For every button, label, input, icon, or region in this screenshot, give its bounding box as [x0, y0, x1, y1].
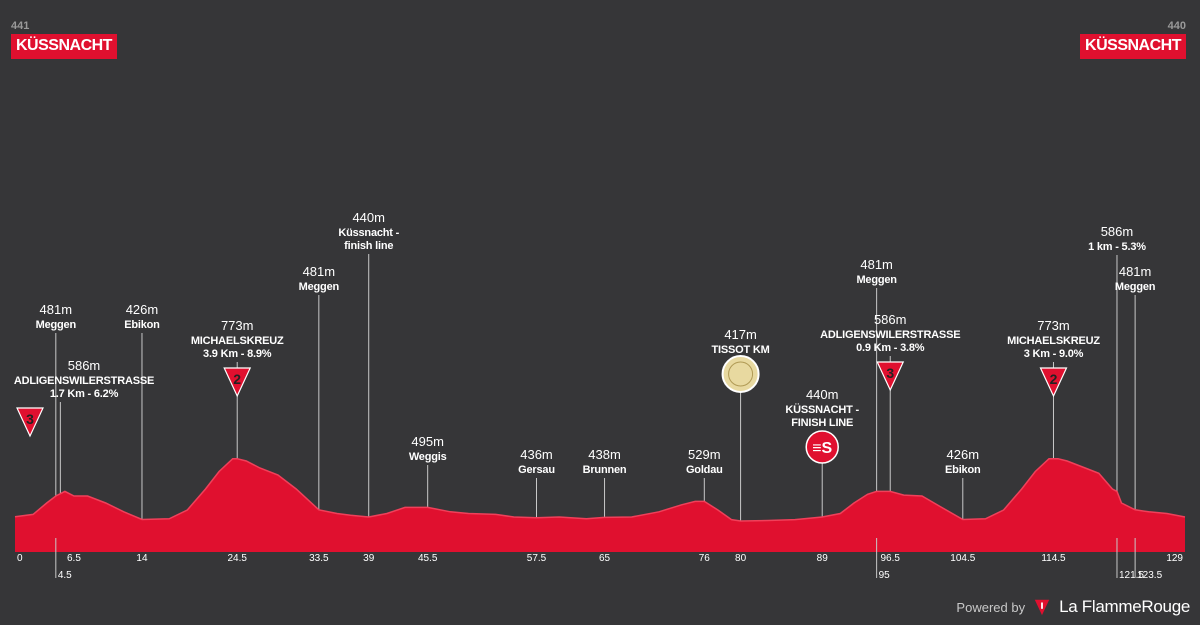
marker-label-11-0: KÜSSNACHT - [785, 403, 859, 416]
climb-triangle [1039, 367, 1068, 398]
marker-label-0-1: 1.7 Km - 6.2% [50, 388, 119, 400]
finish-altitude: 440 [1167, 20, 1186, 32]
marker-label-13-0: ADLIGENSWILERSTRASSE [820, 329, 960, 341]
marker-altitude-11: 440m [806, 387, 839, 402]
marker-label-2-0: Ebikon [124, 319, 160, 331]
distance-tick-15: 104.5 [950, 553, 975, 564]
marker-label-12-0: Meggen [856, 274, 897, 286]
marker-label-0-0: ADLIGENSWILERSTRASSE [14, 375, 154, 387]
marker-altitude-0: 586m [68, 358, 101, 373]
marker-label-3-0: MICHAELSKREUZ [191, 335, 284, 347]
finish-name: KÜSSNACHT [1080, 34, 1186, 59]
footer: Powered by La FlammeRouge [956, 597, 1190, 617]
distance-tick-6: 39 [363, 553, 375, 564]
marker-altitude-12: 481m [860, 257, 893, 272]
start-altitude: 441 [11, 20, 30, 32]
distance-tick-9: 65 [599, 553, 611, 564]
climb-triangle [16, 407, 44, 438]
distance-tick-0: 0 [17, 553, 23, 564]
distance-tick-18: 123.5 [1137, 570, 1162, 581]
distance-tick-8: 57.5 [527, 553, 547, 564]
distance-tick-16: 114.5 [1041, 553, 1066, 564]
powered-by-text: Powered by [956, 599, 1026, 615]
marker-label-17-0: Meggen [1115, 281, 1156, 293]
marker-label-4-0: Meggen [299, 281, 340, 293]
marker-label-15-0: MICHAELSKREUZ [1007, 335, 1100, 347]
marker-altitude-16: 586m [1101, 224, 1134, 239]
start-name: KÜSSNACHT [11, 34, 117, 59]
climb-category-label: 3 [26, 411, 34, 427]
golden-km-badge-icon [721, 355, 760, 393]
distance-tick-10: 76 [699, 553, 711, 564]
climb-category-3-icon: 3 [16, 407, 44, 438]
climb-category-label: 3 [886, 365, 894, 381]
distance-tick-17: 121.5 [1119, 570, 1144, 581]
distance-tick-19: 129 [1166, 553, 1183, 564]
distance-tick-12: 89 [817, 553, 829, 564]
marker-label-3-1: 3.9 Km - 8.9% [203, 348, 272, 360]
marker-label-10-0: TISSOT KM [712, 344, 770, 356]
marker-altitude-10: 417m [724, 327, 757, 342]
climb-category-2-icon: 2 [223, 367, 252, 398]
sprint-finish-icon: ≡S [805, 430, 839, 464]
marker-label-5-0: Küssnacht - [338, 227, 399, 239]
distance-tick-14: 96.5 [880, 553, 900, 564]
marker-label-7-0: Gersau [518, 464, 555, 476]
marker-label-13-1: 0.9 Km - 3.8% [856, 342, 925, 354]
marker-altitude-9: 529m [688, 447, 721, 462]
climb-triangle [876, 361, 905, 392]
profile-base-band [15, 538, 1185, 552]
distance-tick-1: 4.5 [58, 570, 72, 581]
marker-altitude-17: 481m [1119, 264, 1152, 279]
marker-altitude-4: 481m [303, 264, 336, 279]
marker-altitude-15: 773m [1037, 318, 1070, 333]
marker-label-5-1: finish line [344, 240, 393, 252]
marker-altitude-14: 426m [947, 447, 980, 462]
badge-circle [721, 355, 760, 393]
distance-tick-13: 95 [879, 570, 891, 581]
climb-category-3-icon: 3 [876, 361, 905, 392]
distance-tick-11: 80 [735, 553, 747, 564]
marker-label-8-0: Brunnen [583, 464, 627, 476]
marker-altitude-2: 426m [126, 302, 159, 317]
sprint-circle [805, 430, 839, 464]
climb-triangle [223, 367, 252, 398]
marker-altitude-13: 586m [874, 312, 907, 327]
distance-tick-7: 45.5 [418, 553, 438, 564]
distance-tick-3: 14 [136, 553, 148, 564]
marker-label-14-0: Ebikon [945, 464, 981, 476]
distance-tick-4: 24.5 [227, 553, 247, 564]
marker-altitude-5: 440m [352, 210, 385, 225]
badge-ring [728, 361, 754, 387]
flame-logo-icon [1034, 599, 1050, 616]
start-header: 441 KÜSSNACHT [11, 20, 117, 59]
marker-label-6-0: Weggis [409, 451, 447, 463]
distance-tick-5: 33.5 [309, 553, 329, 564]
climb-category-2-icon: 2 [1039, 367, 1068, 398]
marker-altitude-3: 773m [221, 318, 254, 333]
marker-label-9-0: Goldau [686, 464, 723, 476]
marker-altitude-7: 436m [520, 447, 553, 462]
marker-altitude-6: 495m [411, 434, 444, 449]
marker-label-15-1: 3 Km - 9.0% [1024, 348, 1084, 360]
marker-label-11-1: FINISH LINE [791, 417, 853, 429]
sprint-letter: ≡S [812, 440, 832, 457]
climb-category-label: 2 [1050, 371, 1058, 387]
distance-tick-2: 6.5 [67, 553, 81, 564]
finish-header: 440 KÜSSNACHT [1080, 20, 1186, 59]
marker-label-16-0: 1 km - 5.3% [1088, 241, 1146, 253]
marker-altitude-8: 438m [588, 447, 621, 462]
climb-category-label: 2 [233, 371, 241, 387]
elevation-area [15, 458, 1185, 552]
marker-altitude-1: 481m [40, 302, 73, 317]
elevation-outline [14, 457, 1186, 522]
marker-label-1-0: Meggen [36, 319, 77, 331]
brand-name: La FlammeRouge [1059, 597, 1190, 616]
